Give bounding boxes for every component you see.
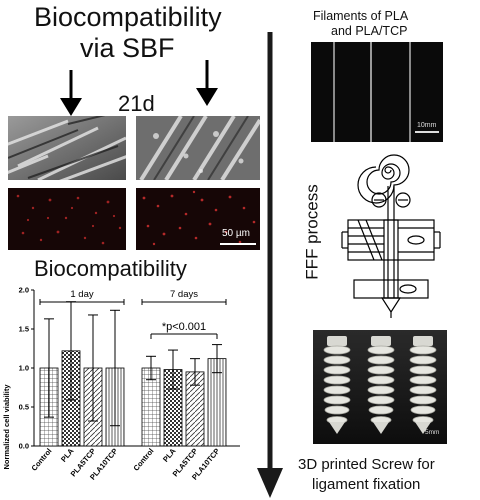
x-tick-label: PLA [59,446,76,464]
filament-spool-icon [357,154,410,204]
screw-graphic [323,336,437,434]
feed-wheel-icon [371,192,387,208]
sem-image-pla-tcp [136,116,260,180]
y-tick-label: 2.0 [19,286,29,295]
down-arrow-left-icon [60,70,82,116]
fluorescence-image-pla [8,188,126,250]
screw-icon [367,336,395,434]
title-line1: Biocompatibility [34,2,222,32]
filament-strand [333,42,335,142]
filament-strand [409,42,411,142]
cell-viability-chart: Normalized cell viability 0.0 0.5 1.0 1.5 2.… [2,286,240,482]
title-line2: via SBF [80,33,175,63]
y-tick-label: 0.5 [19,403,29,412]
x-tick-label: Control [131,447,155,473]
y-axis-label: Normalized cell viability [2,384,11,470]
y-tick-label: 1.5 [19,325,29,334]
filaments-photo: 10mm [311,42,443,142]
caption-line2: ligament fixation [312,476,421,493]
sem-scale-bar-label: 50 µm [222,228,250,239]
y-tick-label: 0.0 [19,442,29,451]
feed-wheel-icon [395,192,411,208]
caption-line1: 3D printed Screw for [298,456,435,473]
fff-printer-schematic [341,154,441,318]
section-title-biocompatibility: Biocompatibility [34,256,187,281]
group-label: 1 day [70,289,93,300]
screw-icon [409,336,437,434]
group-label: 7 days [170,289,198,300]
down-arrow-right-icon [196,60,218,106]
x-tick-label: Control [29,447,53,473]
fff-process-label: FFF process [302,184,322,280]
filaments-scale-bar [415,131,439,133]
printed-screws-photo: 5mm [313,330,447,444]
sem-scale-bar [220,243,256,245]
screw-icon [323,336,351,434]
filaments-title-line1: Filaments of PLA [313,9,409,23]
duration-label: 21d [118,91,155,116]
y-tick-label: 1.0 [19,364,29,373]
significance-label: *p<0.001 [162,321,206,333]
filaments-title-line2: and PLA/TCP [331,24,408,38]
screw-scale-label: 5mm [425,429,440,436]
filament-strand [370,42,372,142]
process-flow-arrow-icon [257,32,283,498]
sem-image-pla [8,116,126,180]
filaments-scale-label: 10mm [417,122,437,129]
fluorescence-image-pla-tcp [136,188,260,250]
x-tick-label: PLA [161,446,178,464]
